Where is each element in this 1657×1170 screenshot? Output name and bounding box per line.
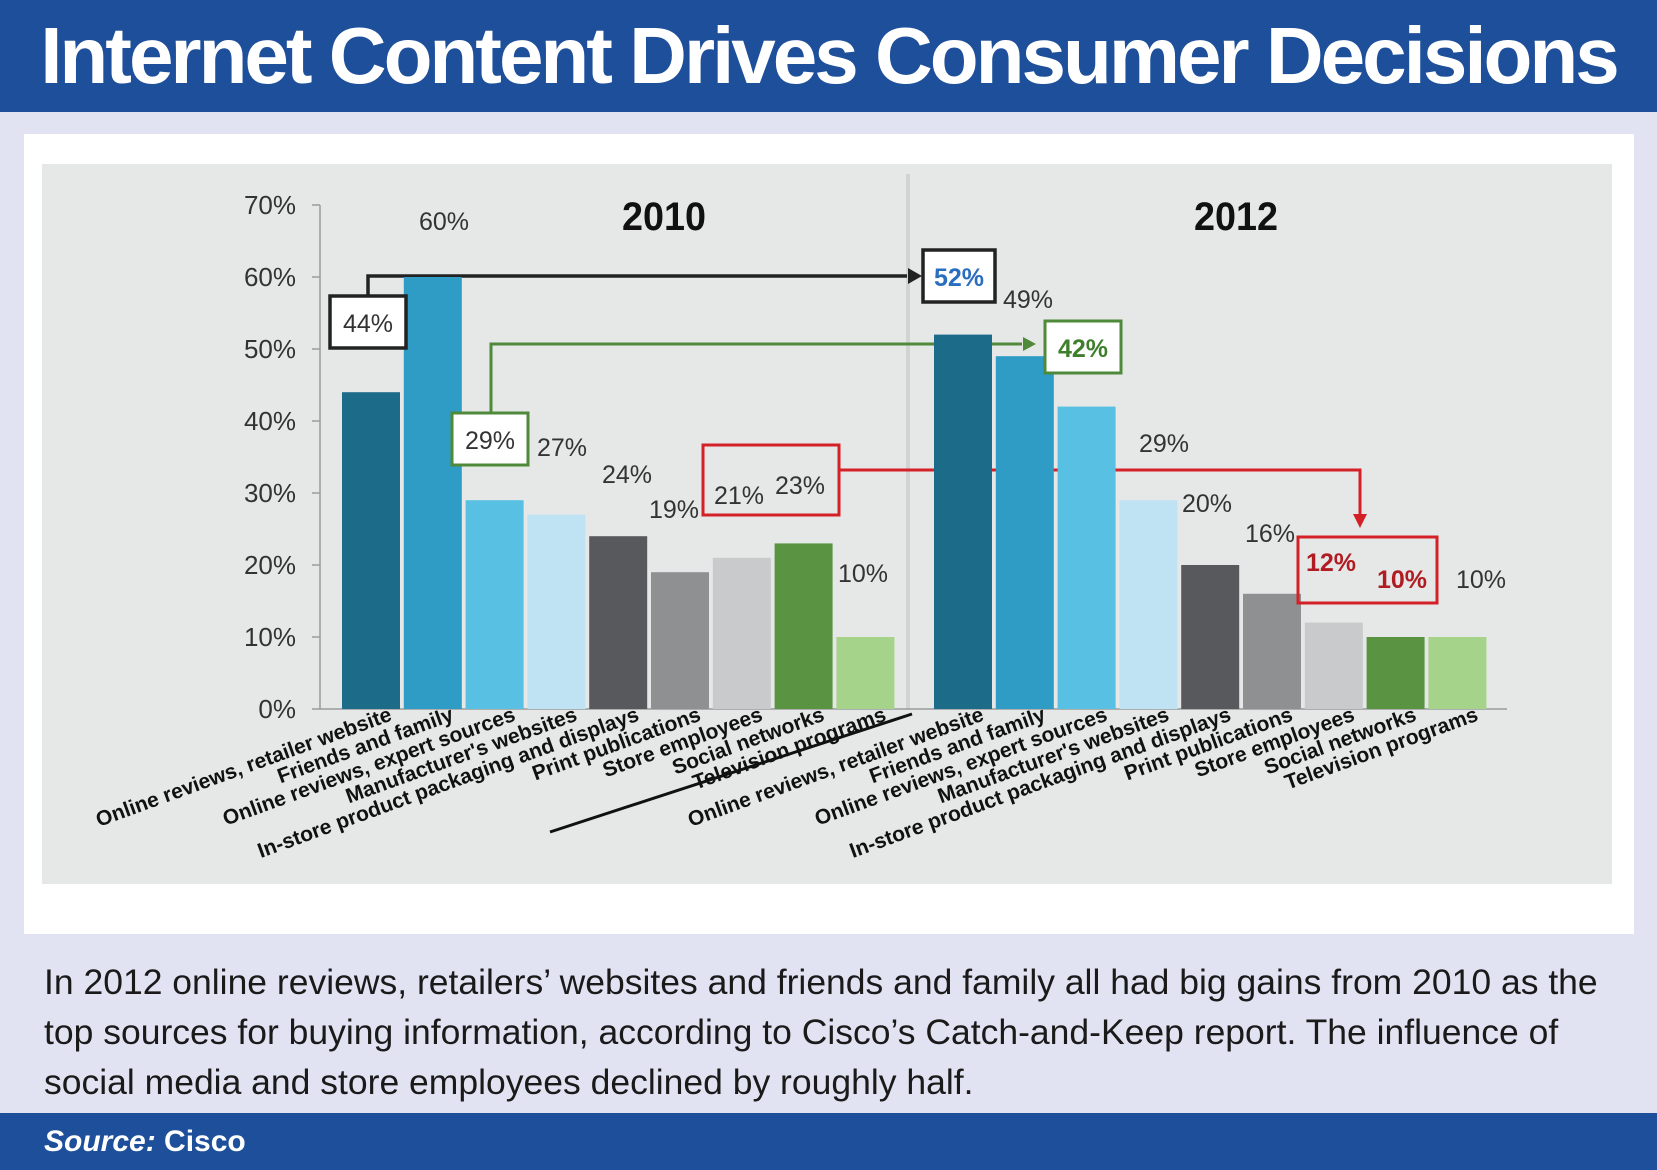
bar-2010-7 — [712, 557, 771, 709]
data-label: 10% — [1456, 566, 1506, 594]
bar-2012-8 — [1366, 637, 1425, 709]
plot-background — [42, 164, 1612, 884]
highlight-box — [701, 443, 841, 517]
highlight-box — [1296, 535, 1439, 605]
pointer-line — [549, 712, 913, 834]
y-tick-label: 20% — [244, 550, 296, 580]
connector-line — [489, 342, 1022, 413]
title-bar — [0, 0, 1657, 112]
y-tick-label: 30% — [244, 478, 296, 508]
y-tick-label: 10% — [244, 622, 296, 652]
source-line: Source: Cisco — [44, 1113, 246, 1170]
y-tick-label: 0% — [258, 694, 296, 724]
data-label: 10% — [1377, 566, 1427, 594]
data-label: 20% — [1182, 490, 1232, 518]
bar-2010-4 — [527, 514, 586, 709]
data-label: 23% — [775, 472, 825, 500]
y-tick-label: 40% — [244, 406, 296, 436]
bar-2010-2 — [403, 277, 462, 709]
page-title: Internet Content Drives Consumer Decisio… — [40, 11, 1620, 100]
source-label: Source: — [44, 1125, 156, 1158]
bar-2010-6 — [651, 572, 709, 709]
data-label: 12% — [1306, 549, 1356, 577]
group-title: 2012 — [1194, 195, 1278, 239]
bar-2012-7 — [1304, 622, 1363, 709]
connector-line — [366, 274, 907, 296]
data-label: 10% — [838, 560, 888, 588]
data-label: 49% — [1003, 286, 1053, 314]
bar-2012-6 — [1243, 593, 1301, 709]
highlight-box — [450, 411, 530, 467]
bar-2012-5 — [1181, 565, 1240, 709]
bar-2012-2 — [995, 356, 1054, 709]
bar-2012-9 — [1428, 637, 1487, 709]
connector-arrowhead — [1023, 337, 1036, 351]
bar-chart: 0% 10% 20% 30% 40% 50% 60% 70% 2010 2012 44% 60% 29%… — [42, 164, 1612, 884]
data-label: 19% — [649, 496, 699, 524]
data-label: 29% — [1139, 430, 1189, 458]
bar-2010-8 — [774, 543, 833, 709]
caption: In 2012 online reviews, retailers’ websi… — [44, 962, 1598, 1102]
bar-2012-3 — [1057, 406, 1116, 709]
data-label: 27% — [537, 434, 587, 462]
bar-2010-5 — [589, 536, 648, 709]
connector-arrowhead — [1353, 514, 1367, 528]
group-title: 2010 — [622, 195, 706, 239]
data-label: 24% — [602, 461, 652, 489]
connector-arrowhead — [908, 268, 922, 284]
highlight-box — [1043, 319, 1123, 375]
data-label: 60% — [419, 208, 469, 236]
highlight-box — [921, 248, 997, 304]
data-label: 29% — [465, 427, 515, 455]
y-tick-label: 70% — [244, 190, 296, 220]
highlight-box — [328, 294, 408, 350]
y-tick-label: 50% — [244, 334, 296, 364]
bar-2012-1 — [934, 334, 992, 709]
y-tick-label: 60% — [244, 262, 296, 292]
data-label: 21% — [714, 482, 764, 510]
data-label: 42% — [1058, 335, 1108, 363]
bar-2010-9 — [836, 637, 895, 709]
bar-2010-1 — [342, 392, 400, 709]
data-label: 16% — [1245, 520, 1295, 548]
bar-2012-4 — [1119, 500, 1178, 709]
bar-2010-3 — [465, 500, 524, 709]
footer-bar — [0, 1113, 1657, 1170]
data-label: 44% — [343, 310, 393, 338]
source-value: Cisco — [164, 1125, 246, 1158]
data-label: 52% — [934, 264, 984, 292]
